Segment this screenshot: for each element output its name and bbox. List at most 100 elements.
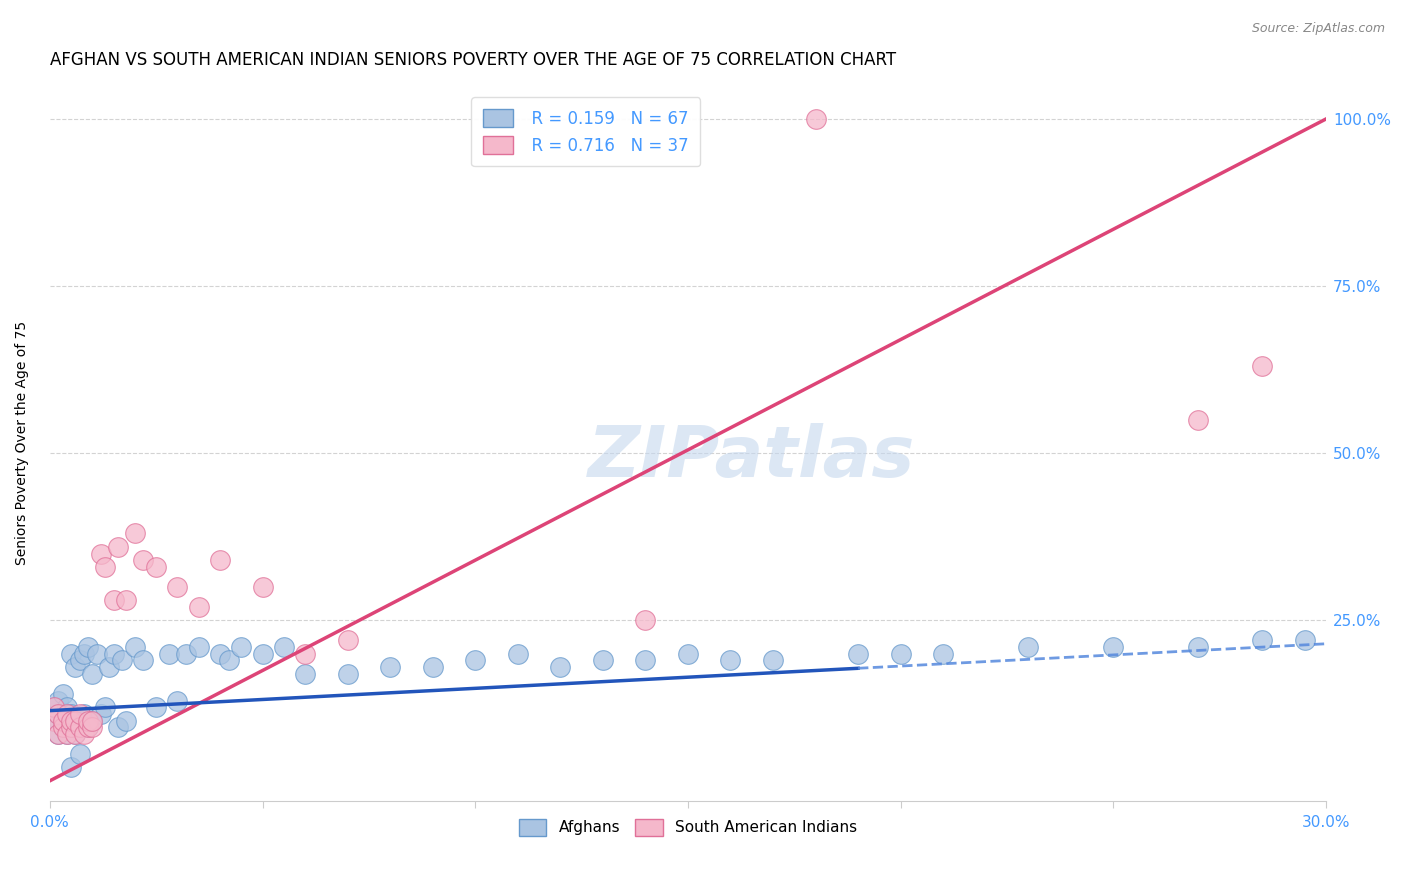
Point [69,747,91,761]
Point [73,647,96,661]
Point [111,653,134,667]
Point [46,727,69,741]
Point [592,653,614,667]
Point [94,560,117,574]
Point [60,714,83,728]
Point [60,647,83,661]
Point [174,647,197,661]
Point [124,640,146,654]
Point [42,714,65,728]
Point [98,660,121,674]
Point [720,653,742,667]
Point [46,706,69,721]
Point [634,613,657,627]
Text: AFGHAN VS SOUTH AMERICAN INDIAN SENIORS POVERTY OVER THE AGE OF 75 CORRELATION C: AFGHAN VS SOUTH AMERICAN INDIAN SENIORS … [49,51,896,69]
Point [77,720,100,734]
Point [115,593,138,607]
Point [73,727,96,741]
Point [890,647,912,661]
Point [77,720,100,734]
Point [69,714,91,728]
Point [166,693,188,707]
Point [65,727,87,741]
Point [77,714,100,728]
Point [107,540,129,554]
Point [166,580,188,594]
Point [86,647,108,661]
Point [294,666,316,681]
Point [273,640,295,654]
Point [634,653,657,667]
Point [52,714,75,728]
Point [60,714,83,728]
Point [90,706,112,721]
Point [1017,640,1039,654]
Point [1294,633,1316,648]
Y-axis label: Seniors Poverty Over the Age of 75: Seniors Poverty Over the Age of 75 [15,321,30,566]
Point [208,647,231,661]
Point [1102,640,1125,654]
Point [132,553,155,567]
Point [846,647,869,661]
Point [56,727,79,741]
Point [231,640,253,654]
Point [73,706,96,721]
Point [378,660,401,674]
Point [762,653,785,667]
Point [145,560,167,574]
Point [804,112,827,126]
Point [1187,413,1209,427]
Point [506,647,529,661]
Point [60,720,83,734]
Point [252,580,274,594]
Point [132,653,155,667]
Point [77,640,100,654]
Text: Source: ZipAtlas.com: Source: ZipAtlas.com [1251,22,1385,36]
Point [65,660,87,674]
Point [550,660,572,674]
Text: ZIPatlas: ZIPatlas [588,423,915,492]
Point [46,693,69,707]
Point [208,553,231,567]
Point [252,647,274,661]
Point [90,547,112,561]
Point [1251,633,1274,648]
Point [932,647,955,661]
Point [52,720,75,734]
Point [69,653,91,667]
Point [42,700,65,714]
Point [157,647,180,661]
Point [46,706,69,721]
Point [65,727,87,741]
Point [103,647,125,661]
Point [218,653,240,667]
Point [676,647,699,661]
Point [60,760,83,774]
Point [422,660,444,674]
Point [124,526,146,541]
Point [1251,359,1274,374]
Point [82,666,104,681]
Point [69,720,91,734]
Point [82,720,104,734]
Point [69,706,91,721]
Point [336,633,359,648]
Point [46,727,69,741]
Point [42,700,65,714]
Point [1187,640,1209,654]
Point [56,727,79,741]
Point [294,647,316,661]
Point [464,653,486,667]
Point [65,714,87,728]
Point [56,706,79,721]
Point [115,714,138,728]
Point [52,687,75,701]
Point [42,714,65,728]
Point [52,720,75,734]
Point [336,666,359,681]
Point [56,706,79,721]
Point [107,720,129,734]
Point [56,700,79,714]
Point [103,593,125,607]
Point [82,714,104,728]
